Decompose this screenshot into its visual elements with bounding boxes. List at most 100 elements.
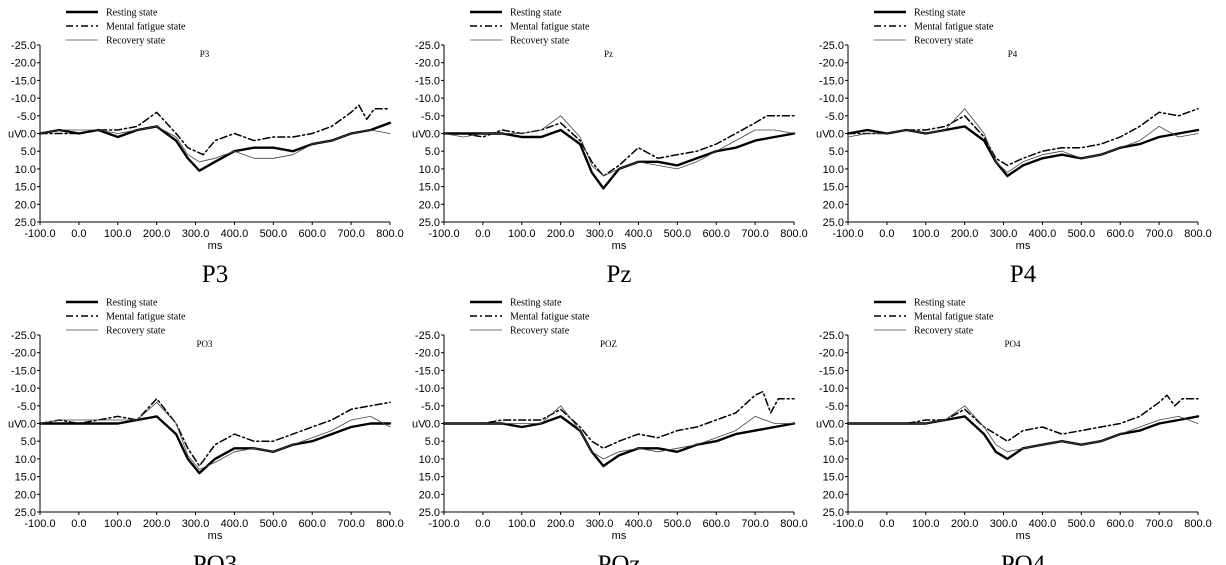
legend-label-resting-state: Resting state (914, 8, 966, 19)
x-tick-label: 400.0 (1029, 518, 1057, 530)
x-tick-label: 500.0 (1068, 228, 1096, 240)
x-tick-label: 800.0 (1184, 518, 1212, 530)
x-tick-label: 100.0 (508, 518, 536, 530)
x-tick-label: 800.0 (376, 518, 404, 530)
series-line-recovery-state (443, 115, 795, 177)
y-tick-label: 0.0 (21, 419, 36, 431)
legend-label-recovery-state: Recovery state (914, 36, 974, 47)
y-tick-label: 20.0 (15, 489, 36, 501)
x-tick-label: 700.0 (337, 518, 365, 530)
panel-po3: Resting state Mental fatigue state Recover… (8, 298, 404, 565)
y-tick-label: 5.0 (425, 436, 440, 448)
x-tick-label: 800.0 (780, 228, 808, 240)
y-tick-label: 10.0 (823, 454, 844, 466)
y-tick-label: 5.0 (829, 436, 844, 448)
panel-caption: P4 (1010, 261, 1037, 288)
panel-caption: PO3 (193, 551, 237, 565)
y-tick-label: -15.0 (11, 75, 36, 87)
panel-po4: Resting state Mental fatigue state Recover… (816, 298, 1212, 565)
series-line-resting-state (38, 415, 392, 475)
y-tick-label: 5.0 (21, 436, 36, 448)
y-tick-label: 20.0 (419, 489, 440, 501)
y-tick-label: -15.0 (819, 75, 844, 87)
y-tick-label: 10.0 (419, 454, 440, 466)
series-line-mental-fatigue-state (443, 390, 795, 450)
y-tick-label: 5.0 (829, 146, 844, 158)
legend-label-mental-fatigue-state: Mental fatigue state (510, 22, 590, 33)
x-tick-label: 300.0 (990, 518, 1018, 530)
x-tick-label: 500.0 (664, 228, 692, 240)
y-tick-label: -5.0 (421, 111, 440, 123)
x-tick-label: -100.0 (24, 228, 55, 240)
panel-pz: Resting state Mental fatigue state Recover… (412, 8, 808, 289)
x-tick-label: 500.0 (1068, 518, 1096, 530)
x-tick-label: 600.0 (1106, 228, 1134, 240)
y-tick-label: -25.0 (11, 330, 36, 342)
x-tick-label: 200.0 (547, 228, 575, 240)
x-tick-label: 600.0 (1106, 518, 1134, 530)
x-tick-label: 700.0 (1145, 228, 1173, 240)
x-tick-label: 600.0 (298, 518, 326, 530)
y-tick-label: 25.0 (15, 507, 36, 519)
series-line-resting-state (442, 128, 796, 190)
x-tick-label: 100.0 (912, 228, 940, 240)
y-tick-label: -5.0 (825, 401, 844, 413)
x-tick-label: 500.0 (260, 228, 288, 240)
inner-title: Pz (604, 49, 613, 59)
x-tick-label: 200.0 (951, 518, 979, 530)
y-tick-label: 25.0 (419, 217, 440, 229)
legend-label-mental-fatigue-state: Mental fatigue state (914, 312, 994, 323)
x-tick-label: 400.0 (625, 518, 653, 530)
y-tick-label: 10.0 (15, 164, 36, 176)
panel-caption: P3 (202, 261, 228, 288)
y-axis-label: uV (412, 419, 426, 431)
y-tick-label: 10.0 (419, 164, 440, 176)
y-tick-label: 0.0 (829, 419, 844, 431)
y-tick-label: -20.0 (415, 58, 440, 70)
legend-label-mental-fatigue-state: Mental fatigue state (106, 22, 186, 33)
y-tick-label: 20.0 (15, 199, 36, 211)
inner-title: POZ (600, 339, 617, 349)
x-tick-label: 0.0 (879, 518, 894, 530)
series-line-recovery-state (847, 108, 1199, 173)
x-axis-label: ms (208, 240, 223, 252)
inner-title: PO3 (196, 339, 213, 349)
y-tick-label: -25.0 (11, 40, 36, 52)
y-tick-label: 25.0 (823, 507, 844, 519)
series-line-recovery-state (39, 126, 391, 163)
series-line-recovery-state (443, 405, 795, 460)
x-tick-label: 100.0 (508, 228, 536, 240)
y-tick-label: -10.0 (11, 383, 36, 395)
x-tick-label: 300.0 (182, 518, 210, 530)
legend-label-resting-state: Resting state (106, 8, 158, 19)
panel-caption: Pz (607, 261, 632, 288)
y-tick-label: -20.0 (415, 348, 440, 360)
y-tick-label: 15.0 (419, 472, 440, 484)
y-tick-label: -10.0 (819, 383, 844, 395)
legend-label-resting-state: Resting state (106, 298, 158, 309)
x-tick-label: 100.0 (912, 518, 940, 530)
x-tick-label: 200.0 (547, 518, 575, 530)
panel-caption: POz (597, 551, 640, 565)
y-tick-label: 10.0 (823, 164, 844, 176)
x-tick-label: 100.0 (104, 518, 132, 530)
y-tick-label: 25.0 (823, 217, 844, 229)
x-tick-label: 500.0 (664, 518, 692, 530)
y-axis-label: uV (8, 129, 22, 141)
x-tick-label: 0.0 (475, 518, 490, 530)
y-tick-label: -20.0 (819, 348, 844, 360)
y-tick-label: -5.0 (17, 111, 36, 123)
legend-label-mental-fatigue-state: Mental fatigue state (914, 22, 994, 33)
series-line-mental-fatigue-state (443, 115, 795, 177)
y-tick-label: 10.0 (15, 454, 36, 466)
x-tick-label: -100.0 (24, 518, 55, 530)
panel-caption: PO4 (1001, 551, 1046, 565)
y-axis-label: uV (8, 419, 22, 431)
x-tick-label: 500.0 (260, 518, 288, 530)
x-axis-label: ms (1016, 240, 1031, 252)
x-tick-label: -100.0 (832, 228, 863, 240)
x-tick-label: 0.0 (71, 228, 86, 240)
y-tick-label: 15.0 (823, 472, 844, 484)
series-line-mental-fatigue-state (39, 104, 391, 156)
series-line-recovery-state (847, 405, 1199, 453)
